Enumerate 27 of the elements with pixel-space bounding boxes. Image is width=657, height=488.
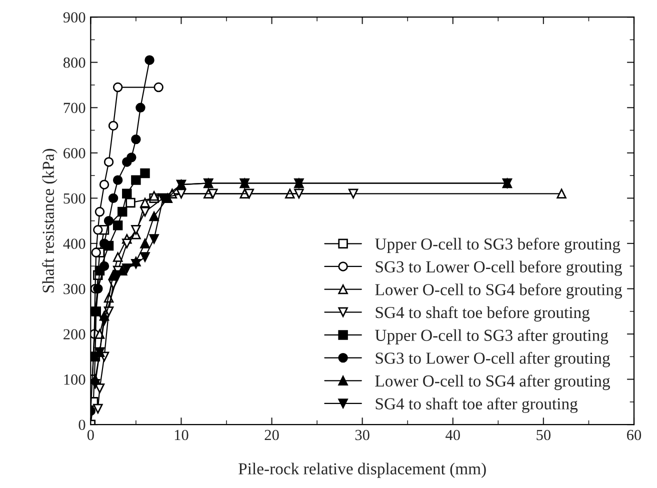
- x-axis-title: Pile-rock relative displacement (mm): [238, 462, 486, 478]
- x-tick-label: 40: [446, 430, 460, 440]
- y-tick-label: 500: [64, 193, 86, 204]
- y-tick-label: 700: [64, 102, 86, 114]
- legend-label: SG4 to shaft toe before grouting: [376, 306, 590, 322]
- x-tick-label: 30: [355, 430, 370, 440]
- x-tick-label: 20: [264, 430, 279, 440]
- legend-label: SG4 to shaft toe after grouting: [376, 398, 578, 413]
- legend-label: Lower O-cell to SG4 before grouting: [375, 283, 622, 299]
- y-tick-label: 300: [64, 284, 86, 294]
- legend-label: Upper O-cell to SG3 before grouting: [375, 238, 620, 254]
- legend-label: SG3 to Lower O-cell after grouting: [376, 352, 610, 368]
- y-tick-label: 800: [63, 57, 86, 68]
- x-tick-label: 10: [174, 430, 188, 440]
- y-tick-label: 100: [64, 374, 86, 385]
- x-tick-label: 0: [87, 430, 94, 440]
- legend-label: Upper O-cell to SG3 after grouting: [375, 329, 608, 344]
- x-tick-label: 50: [536, 430, 551, 440]
- y-tick-label: 600: [64, 148, 86, 158]
- y-tick-label: 0: [78, 420, 86, 430]
- y-tick-label: 200: [64, 329, 86, 340]
- y-axis-title: Shaft resistance (kPa): [42, 148, 58, 292]
- legend-label: Lower O-cell to SG4 after grouting: [375, 374, 610, 390]
- y-tick-label: 900: [63, 12, 86, 23]
- x-tick-label: 60: [627, 430, 642, 440]
- y-tick-label: 400: [63, 238, 86, 249]
- legend-label: SG3 to Lower O-cell before grouting: [376, 260, 622, 276]
